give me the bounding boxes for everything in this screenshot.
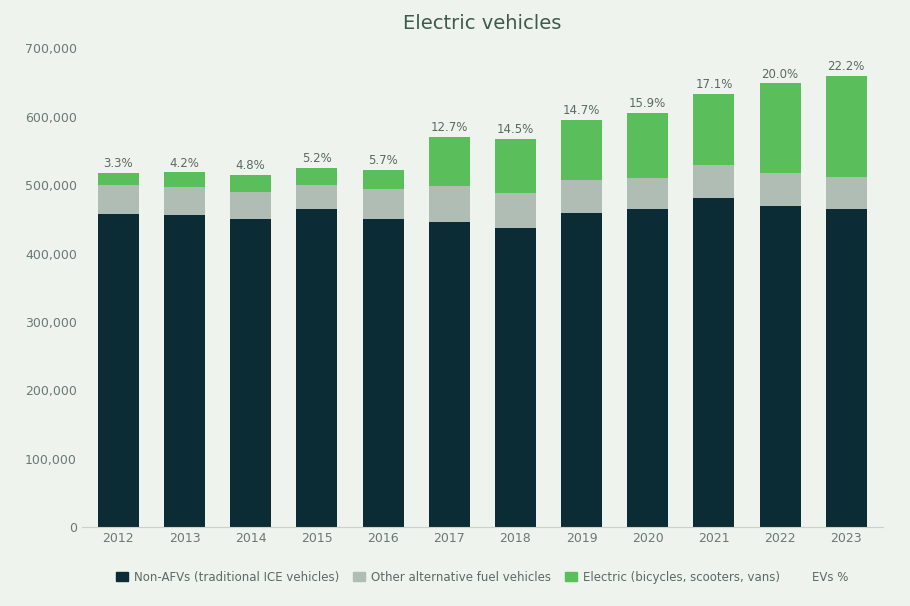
- Bar: [164, 187, 205, 215]
- Bar: [362, 170, 403, 188]
- Bar: [97, 173, 139, 185]
- Text: 12.7%: 12.7%: [430, 121, 468, 134]
- Bar: [825, 177, 867, 209]
- Bar: [164, 172, 205, 187]
- Text: 17.1%: 17.1%: [695, 78, 733, 91]
- Title: Electric vehicles: Electric vehicles: [403, 14, 561, 33]
- Bar: [495, 139, 536, 193]
- Bar: [297, 185, 338, 209]
- Bar: [230, 175, 271, 192]
- Text: 5.2%: 5.2%: [302, 153, 332, 165]
- Bar: [297, 168, 338, 185]
- Bar: [760, 173, 801, 206]
- Bar: [230, 192, 271, 219]
- Bar: [627, 113, 668, 178]
- Bar: [495, 193, 536, 228]
- Text: 5.7%: 5.7%: [369, 154, 398, 167]
- Text: 4.2%: 4.2%: [169, 156, 199, 170]
- Bar: [693, 198, 734, 527]
- Bar: [362, 188, 403, 219]
- Text: 3.3%: 3.3%: [104, 157, 133, 170]
- Text: 22.2%: 22.2%: [827, 60, 865, 73]
- Bar: [693, 165, 734, 198]
- Bar: [429, 137, 470, 186]
- Bar: [297, 209, 338, 527]
- Bar: [760, 206, 801, 527]
- Bar: [693, 93, 734, 165]
- Bar: [97, 214, 139, 527]
- Bar: [561, 180, 602, 213]
- Text: 20.0%: 20.0%: [762, 68, 799, 81]
- Bar: [627, 178, 668, 209]
- Text: 14.7%: 14.7%: [563, 104, 601, 117]
- Bar: [760, 84, 801, 173]
- Bar: [429, 186, 470, 222]
- Bar: [429, 222, 470, 527]
- Bar: [825, 76, 867, 177]
- Text: 4.8%: 4.8%: [236, 159, 266, 172]
- Text: 14.5%: 14.5%: [497, 123, 534, 136]
- Bar: [362, 219, 403, 527]
- Bar: [627, 209, 668, 527]
- Text: 15.9%: 15.9%: [629, 97, 666, 110]
- Bar: [97, 185, 139, 214]
- Legend: Non-AFVs (traditional ICE vehicles), Other alternative fuel vehicles, Electric (: Non-AFVs (traditional ICE vehicles), Oth…: [116, 571, 848, 584]
- Bar: [561, 119, 602, 180]
- Bar: [164, 215, 205, 527]
- Bar: [230, 219, 271, 527]
- Bar: [825, 209, 867, 527]
- Bar: [561, 213, 602, 527]
- Bar: [495, 228, 536, 527]
